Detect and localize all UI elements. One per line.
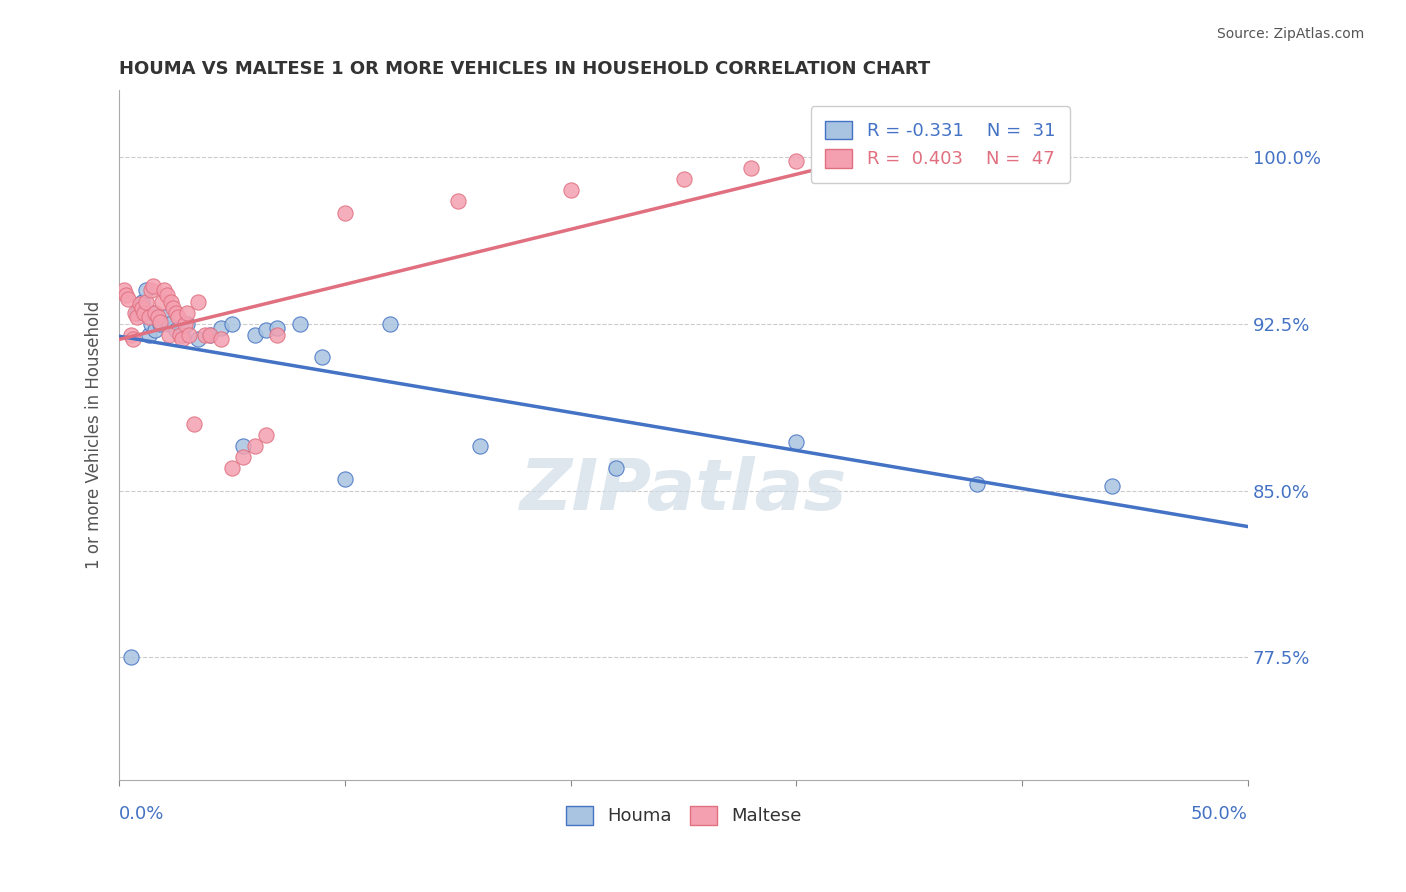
Point [187, 294, 209, 309]
Point [266, 327, 288, 342]
Point [187, 332, 209, 346]
Point [153, 310, 176, 324]
Point [198, 327, 221, 342]
Point [153, 284, 176, 298]
Point [142, 305, 165, 319]
Point [142, 279, 165, 293]
Point [115, 288, 138, 302]
Point [160, 294, 183, 309]
Point [221, 461, 243, 475]
Point [124, 305, 146, 319]
Point [165, 323, 187, 337]
Point [145, 305, 167, 319]
Point [167, 310, 190, 324]
Y-axis label: 1 or more Vehicles in Household: 1 or more Vehicles in Household [86, 301, 103, 569]
Point [157, 327, 180, 342]
Point [127, 305, 149, 319]
Text: 50.0%: 50.0% [1191, 805, 1249, 822]
Point [198, 327, 221, 342]
Point [232, 450, 254, 465]
Point [898, 150, 921, 164]
Point [785, 154, 807, 169]
Point [209, 332, 232, 346]
Point [243, 327, 266, 342]
Point [117, 293, 139, 307]
Point [183, 417, 205, 431]
Point [966, 476, 988, 491]
Point [131, 301, 153, 316]
Point [470, 439, 492, 453]
Point [139, 284, 162, 298]
Point [138, 310, 160, 324]
Point [157, 317, 180, 331]
Point [232, 439, 254, 453]
Legend: Houma, Maltese: Houma, Maltese [558, 799, 808, 832]
Point [120, 650, 142, 665]
Point [254, 323, 277, 337]
Point [254, 428, 277, 442]
Point [138, 327, 160, 342]
Point [135, 284, 157, 298]
Point [176, 305, 198, 319]
Point [740, 161, 762, 175]
Point [333, 205, 356, 219]
Point [447, 194, 470, 209]
Point [121, 332, 143, 346]
Point [243, 439, 266, 453]
Point [112, 284, 135, 298]
Point [194, 327, 217, 342]
Point [176, 317, 198, 331]
Point [139, 317, 162, 331]
Text: ZIPatlas: ZIPatlas [520, 456, 848, 524]
Point [120, 327, 142, 342]
Point [146, 310, 169, 324]
Point [165, 305, 187, 319]
Point [149, 317, 172, 331]
Point [179, 327, 201, 342]
Point [311, 350, 333, 364]
Point [131, 294, 153, 309]
Point [560, 183, 582, 197]
Point [135, 294, 157, 309]
Point [221, 317, 243, 331]
Point [672, 172, 695, 186]
Text: HOUMA VS MALTESE 1 OR MORE VEHICLES IN HOUSEHOLD CORRELATION CHART: HOUMA VS MALTESE 1 OR MORE VEHICLES IN H… [120, 60, 931, 78]
Point [785, 434, 807, 449]
Point [173, 317, 195, 331]
Point [128, 297, 150, 311]
Point [169, 327, 191, 342]
Point [209, 321, 232, 335]
Point [132, 305, 155, 319]
Point [162, 301, 184, 316]
Point [172, 332, 194, 346]
Point [605, 461, 627, 475]
Point [156, 288, 179, 302]
Text: Source: ZipAtlas.com: Source: ZipAtlas.com [1216, 27, 1364, 41]
Text: 0.0%: 0.0% [120, 805, 165, 822]
Point [266, 321, 288, 335]
Point [127, 310, 149, 324]
Point [333, 472, 356, 486]
Point [150, 294, 173, 309]
Point [288, 317, 311, 331]
Point [1101, 479, 1123, 493]
Point [378, 317, 401, 331]
Point [145, 323, 167, 337]
Point [172, 327, 194, 342]
Point [149, 314, 172, 328]
